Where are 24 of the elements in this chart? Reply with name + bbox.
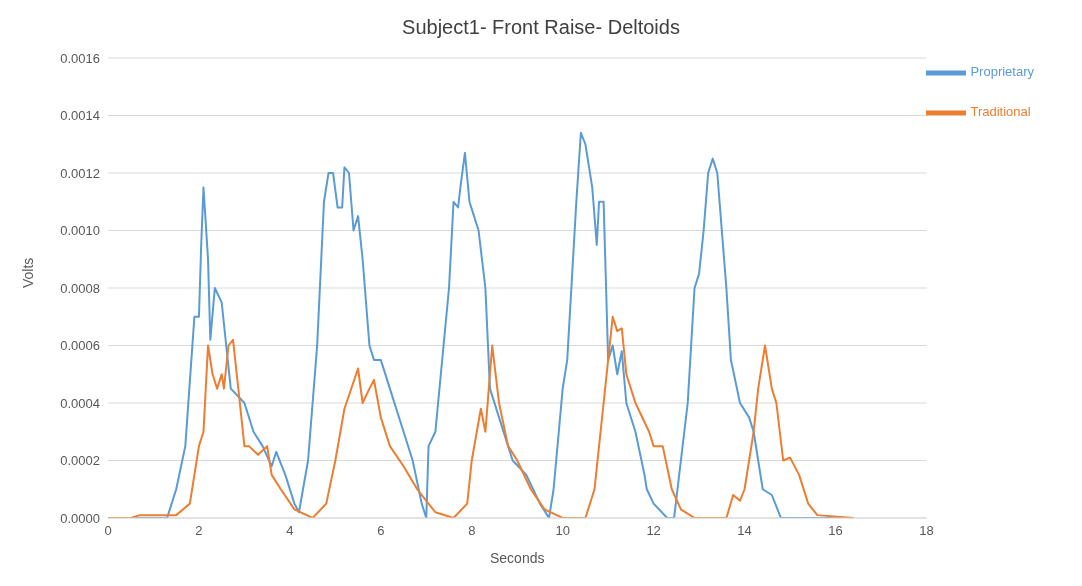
x-tick-label: 8: [468, 523, 476, 539]
y-tick-label: 0.0008: [60, 280, 100, 296]
legend-label: Traditional: [970, 104, 1031, 120]
x-tick-label: 4: [286, 523, 294, 539]
chart-title: Subject1- Front Raise- Deltoids: [401, 15, 681, 40]
x-tick-label: 18: [919, 523, 934, 539]
x-tick-label: 12: [646, 523, 661, 539]
x-tick-label: 16: [828, 523, 843, 539]
y-tick-label: 0.0014: [60, 108, 100, 124]
x-axis-title: Seconds: [489, 550, 545, 566]
y-tick-label: 0.0010: [60, 223, 100, 239]
y-tick-label: 0.0000: [60, 510, 100, 526]
y-tick-label: 0.0006: [60, 338, 100, 354]
x-tick-label: 6: [377, 523, 385, 539]
y-axis-title: Volts: [19, 257, 36, 288]
x-tick-label: 10: [555, 523, 570, 539]
legend-label: Proprietary: [970, 64, 1034, 80]
y-tick-label: 0.0016: [60, 50, 100, 66]
x-tick-label: 2: [195, 523, 203, 539]
x-tick-label: 0: [104, 523, 112, 539]
y-tick-label: 0.0004: [60, 395, 100, 411]
y-tick-label: 0.0012: [60, 165, 100, 181]
x-tick-label: 14: [737, 523, 752, 539]
y-tick-label: 0.0002: [60, 453, 100, 469]
